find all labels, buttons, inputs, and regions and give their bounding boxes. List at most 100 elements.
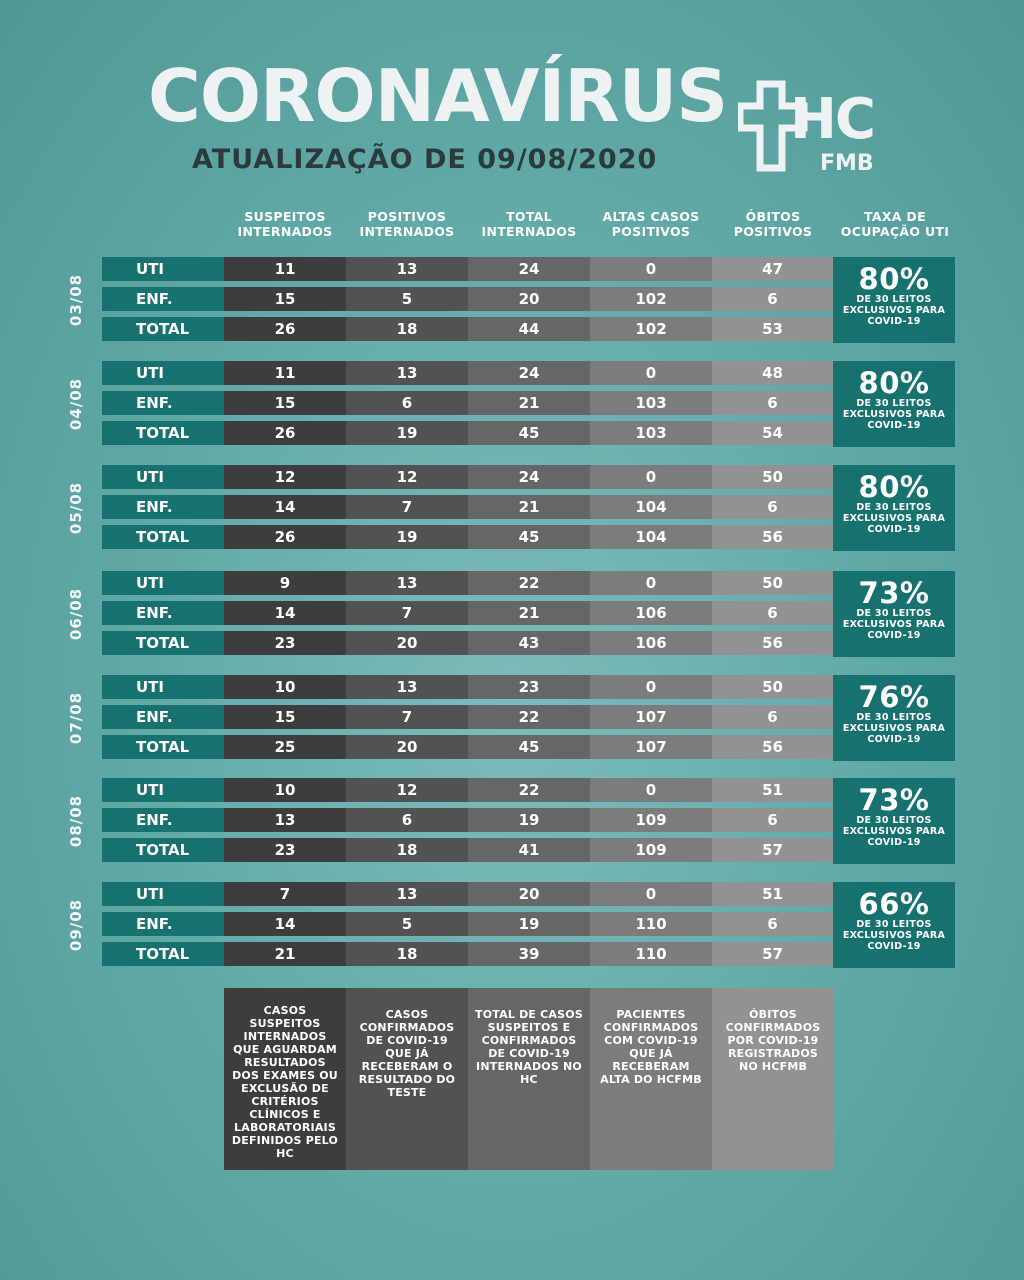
cell-obitos: 56 (712, 735, 833, 759)
table-row: ENF. 14 7 21 104 6 (102, 495, 833, 519)
cell-positivos: 20 (346, 735, 468, 759)
cell-positivos: 13 (346, 361, 468, 385)
cell-total: 22 (468, 705, 590, 729)
cell-positivos: 7 (346, 705, 468, 729)
logo-hc: HC (790, 87, 874, 152)
cell-suspeitos: 15 (224, 391, 346, 415)
cell-altas: 0 (590, 361, 712, 385)
cell-suspeitos: 13 (224, 808, 346, 832)
cell-suspeitos: 14 (224, 601, 346, 625)
cell-altas: 0 (590, 571, 712, 595)
table-row: TOTAL 23 18 41 109 57 (102, 838, 833, 862)
table-row: TOTAL 23 20 43 106 56 (102, 631, 833, 655)
cell-total: 19 (468, 912, 590, 936)
table-row: ENF. 14 7 21 106 6 (102, 601, 833, 625)
table-row: UTI 10 12 22 0 51 (102, 778, 833, 802)
cell-obitos: 6 (712, 287, 833, 311)
cell-altas: 0 (590, 882, 712, 906)
cell-obitos: 6 (712, 495, 833, 519)
date-text: 04/08 (67, 377, 86, 431)
header-altas: ALTAS CASOS POSITIVOS (602, 209, 700, 239)
cell-total: 21 (468, 495, 590, 519)
cell-obitos: 6 (712, 601, 833, 625)
occupancy-percent: 80% (858, 470, 930, 504)
row-label: UTI (102, 257, 224, 281)
cell-obitos: 54 (712, 421, 833, 445)
cell-total: 20 (468, 882, 590, 906)
table-row: UTI 7 13 20 0 51 (102, 882, 833, 906)
cell-suspeitos: 21 (224, 942, 346, 966)
cell-positivos: 12 (346, 465, 468, 489)
table-row: TOTAL 26 18 44 102 53 (102, 317, 833, 341)
note-altas: PACIENTES CONFIRMADOS COM COVID-19 QUE J… (590, 988, 712, 1170)
occupancy-box: 80% DE 30 LEITOS EXCLUSIVOS PARA COVID-19 (833, 465, 955, 551)
cell-suspeitos: 10 (224, 778, 346, 802)
cell-altas: 109 (590, 808, 712, 832)
row-label: ENF. (102, 601, 224, 625)
occupancy-box: 73% DE 30 LEITOS EXCLUSIVOS PARA COVID-19 (833, 778, 955, 864)
cell-obitos: 6 (712, 912, 833, 936)
row-label: TOTAL (102, 942, 224, 966)
day-block: 07/08 UTI 10 13 23 0 50 ENF. 15 7 22 107 6 TOTAL 25 20 4… (60, 675, 960, 761)
occupancy-box: 80% DE 30 LEITOS EXCLUSIVOS PARA COVID-19 (833, 361, 955, 447)
cell-obitos: 56 (712, 631, 833, 655)
row-label: ENF. (102, 705, 224, 729)
cell-positivos: 18 (346, 942, 468, 966)
row-label: UTI (102, 465, 224, 489)
cell-altas: 0 (590, 778, 712, 802)
cell-positivos: 19 (346, 525, 468, 549)
table-row: TOTAL 26 19 45 103 54 (102, 421, 833, 445)
cell-obitos: 6 (712, 808, 833, 832)
row-label: ENF. (102, 495, 224, 519)
occupancy-box: 66% DE 30 LEITOS EXCLUSIVOS PARA COVID-19 (833, 882, 955, 968)
cell-altas: 107 (590, 705, 712, 729)
occupancy-note: DE 30 LEITOS EXCLUSIVOS PARA COVID-19 (842, 608, 946, 641)
cell-obitos: 47 (712, 257, 833, 281)
table-row: TOTAL 21 18 39 110 57 (102, 942, 833, 966)
note-suspeitos: CASOS SUSPEITOS INTERNADOS QUE AGUARDAM … (224, 988, 346, 1170)
cell-positivos: 20 (346, 631, 468, 655)
cell-positivos: 19 (346, 421, 468, 445)
cell-altas: 104 (590, 525, 712, 549)
cell-obitos: 48 (712, 361, 833, 385)
cell-obitos: 50 (712, 675, 833, 699)
header-positivos: POSITIVOS INTERNADOS (359, 209, 455, 239)
row-label: TOTAL (102, 838, 224, 862)
cell-obitos: 56 (712, 525, 833, 549)
cell-positivos: 12 (346, 778, 468, 802)
note-obitos: ÓBITOS CONFIRMADOS POR COVID-19 REGISTRA… (712, 988, 834, 1170)
row-label: TOTAL (102, 631, 224, 655)
cell-positivos: 6 (346, 808, 468, 832)
table-row: UTI 11 13 24 0 47 (102, 257, 833, 281)
cell-suspeitos: 14 (224, 912, 346, 936)
cell-obitos: 51 (712, 778, 833, 802)
header-obitos: ÓBITOS POSITIVOS (733, 209, 813, 239)
table-row: UTI 9 13 22 0 50 (102, 571, 833, 595)
update-date: ATUALIZAÇÃO DE 09/08/2020 (192, 144, 658, 175)
date-label: 04/08 (60, 361, 92, 447)
row-label: TOTAL (102, 525, 224, 549)
cell-obitos: 53 (712, 317, 833, 341)
cell-positivos: 13 (346, 257, 468, 281)
occupancy-percent: 80% (858, 262, 930, 296)
table-row: ENF. 15 7 22 107 6 (102, 705, 833, 729)
cell-altas: 0 (590, 257, 712, 281)
cell-total: 41 (468, 838, 590, 862)
cell-suspeitos: 10 (224, 675, 346, 699)
day-block: 04/08 UTI 11 13 24 0 48 ENF. 15 6 21 103 6 TOTAL 26 19 4… (60, 361, 960, 447)
cell-obitos: 57 (712, 838, 833, 862)
cell-suspeitos: 23 (224, 631, 346, 655)
occupancy-box: 76% DE 30 LEITOS EXCLUSIVOS PARA COVID-19 (833, 675, 955, 761)
page-title: CORONAVÍRUS (148, 54, 728, 138)
note-positivos: CASOS CONFIRMADOS DE COVID-19 QUE JÁ REC… (346, 988, 468, 1170)
cell-obitos: 51 (712, 882, 833, 906)
occupancy-percent: 80% (858, 366, 930, 400)
day-block: 09/08 UTI 7 13 20 0 51 ENF. 14 5 19 110 6 TOTAL 21 18 39… (60, 882, 960, 968)
cell-suspeitos: 26 (224, 317, 346, 341)
date-label: 05/08 (60, 465, 92, 551)
date-label: 06/08 (60, 571, 92, 657)
occupancy-percent: 73% (858, 576, 930, 610)
hc-fmb-logo: HC FMB (736, 78, 878, 176)
logo-fmb: FMB (820, 151, 874, 174)
occupancy-box: 80% DE 30 LEITOS EXCLUSIVOS PARA COVID-19 (833, 257, 955, 343)
